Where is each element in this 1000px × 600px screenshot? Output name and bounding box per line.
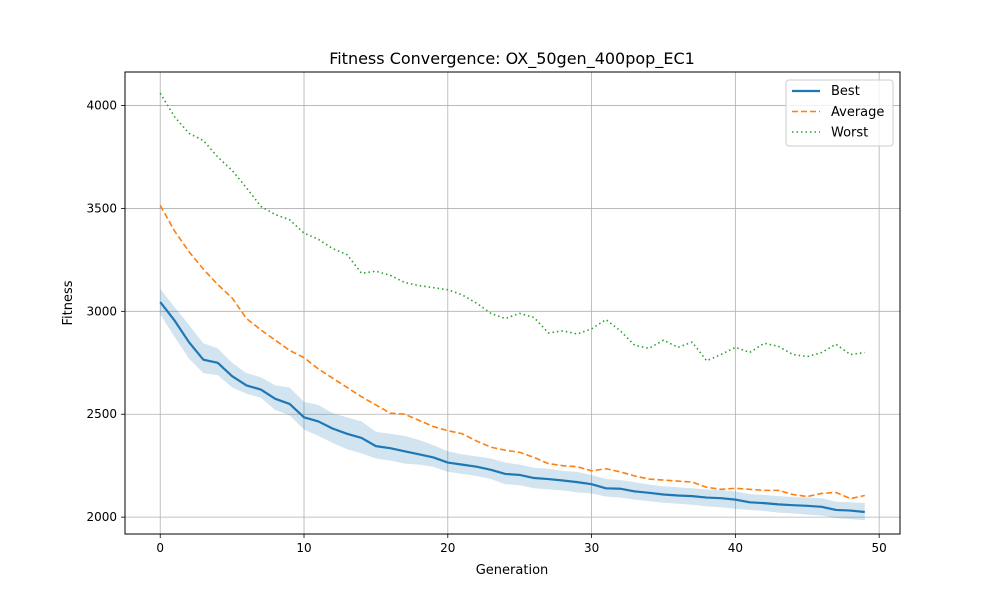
- x-tick-label: 40: [728, 541, 743, 555]
- legend-box: [785, 79, 894, 147]
- plot-frame: [124, 71, 901, 535]
- x-tick-label: 20: [440, 541, 455, 555]
- legend: Best Average Worst: [785, 79, 894, 147]
- y-tick-label: 3500: [86, 201, 117, 215]
- legend-label-worst: Worst: [831, 126, 868, 141]
- x-axis-label: Generation: [476, 563, 549, 578]
- series-line-worst: [159, 92, 865, 362]
- x-tick-label: 0: [156, 541, 164, 555]
- y-tick-label: 2500: [86, 407, 117, 421]
- x-tick-label: 50: [872, 541, 887, 555]
- x-tick-label: 10: [296, 541, 311, 555]
- chart-title: Fitness Convergence: OX_50gen_400pop_EC1: [329, 49, 695, 69]
- x-tick-label: 30: [584, 541, 599, 555]
- series-line-best: [159, 301, 865, 514]
- series-lines: [159, 92, 865, 514]
- y-tick-label: 3000: [86, 304, 117, 318]
- y-tick-label: 2000: [86, 510, 117, 524]
- y-axis-label: Fitness: [61, 280, 76, 325]
- legend-label-best: Best: [831, 84, 860, 99]
- legend-label-average: Average: [831, 105, 884, 120]
- grid: [125, 72, 900, 534]
- y-tick-label: 4000: [86, 99, 117, 113]
- series-line-average: [159, 204, 865, 500]
- plot-area: [125, 72, 900, 534]
- axis-ticks: 0 10 20 30 40 50 2000 2500 3000 3500 4000: [86, 99, 886, 555]
